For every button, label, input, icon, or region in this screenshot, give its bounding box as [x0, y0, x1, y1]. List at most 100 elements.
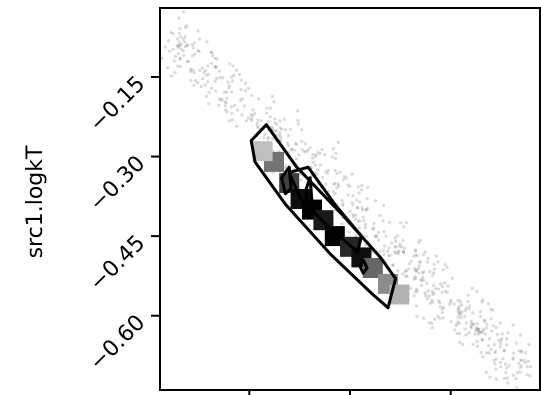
- contour-inner-2: [304, 176, 314, 206]
- sample-point: [415, 254, 419, 258]
- sample-point: [172, 59, 176, 63]
- sample-point: [404, 221, 409, 225]
- sample-point: [364, 208, 368, 212]
- sample-point: [469, 325, 473, 329]
- sample-point: [363, 243, 368, 247]
- sample-point: [189, 69, 193, 73]
- sample-point: [390, 241, 394, 245]
- sample-point: [186, 60, 190, 64]
- sample-point: [249, 112, 253, 117]
- sample-point: [228, 62, 232, 66]
- sample-point: [440, 307, 444, 311]
- sample-point: [185, 44, 189, 48]
- sample-point: [445, 265, 449, 269]
- sample-point: [238, 98, 242, 103]
- sample-point: [396, 252, 400, 256]
- sample-point: [517, 349, 521, 353]
- sample-point: [238, 72, 242, 77]
- sample-point: [474, 328, 478, 333]
- sample-point: [257, 97, 261, 101]
- sample-point: [282, 117, 286, 121]
- sample-point: [455, 322, 459, 326]
- sample-point: [491, 308, 495, 312]
- sample-point: [163, 45, 167, 49]
- sample-point: [256, 126, 260, 130]
- sample-point: [175, 44, 179, 48]
- sample-point: [525, 373, 529, 377]
- sample-point: [283, 128, 288, 132]
- sample-point: [433, 317, 437, 321]
- sample-point: [501, 357, 505, 361]
- sample-point: [267, 135, 271, 140]
- sample-point: [498, 321, 502, 325]
- sample-point: [514, 341, 518, 345]
- sample-point: [285, 141, 289, 145]
- sample-point: [525, 365, 529, 369]
- sample-point: [350, 201, 354, 205]
- sample-point: [357, 191, 361, 195]
- sample-point: [397, 249, 401, 253]
- sample-point: [463, 314, 467, 319]
- sample-point: [217, 69, 222, 73]
- sample-point: [489, 329, 494, 333]
- sample-point: [278, 131, 282, 135]
- sample-point: [449, 298, 453, 302]
- sample-point: [177, 44, 181, 48]
- sample-point: [502, 349, 506, 353]
- sample-point: [449, 300, 453, 304]
- sample-point: [342, 177, 346, 182]
- sample-point: [318, 152, 322, 156]
- histogram-cell: [389, 284, 410, 305]
- sample-point: [502, 376, 507, 380]
- sample-point: [193, 41, 197, 45]
- sample-point: [393, 250, 397, 254]
- sample-point: [430, 326, 434, 330]
- sample-point: [481, 329, 485, 333]
- sample-point: [436, 314, 440, 318]
- sample-point: [313, 155, 317, 159]
- sample-point: [333, 156, 338, 160]
- sample-point: [178, 40, 182, 45]
- sample-point: [221, 76, 225, 80]
- sample-point: [520, 364, 524, 368]
- sample-point: [388, 253, 392, 257]
- sample-point: [273, 121, 277, 125]
- sample-point: [296, 118, 300, 123]
- sample-point: [431, 300, 435, 304]
- sample-point: [527, 343, 531, 347]
- sample-point: [230, 111, 234, 116]
- sample-point: [434, 287, 438, 291]
- sample-point: [249, 119, 253, 123]
- sample-point: [419, 283, 424, 288]
- sample-point: [209, 61, 214, 65]
- sample-point: [189, 78, 193, 83]
- sample-point: [167, 49, 172, 53]
- sample-point: [459, 316, 463, 320]
- sample-point: [404, 269, 408, 273]
- sample-point: [351, 203, 355, 207]
- sample-point: [517, 361, 521, 365]
- sample-point: [438, 316, 442, 320]
- sample-point: [475, 290, 479, 294]
- sample-point: [263, 132, 267, 137]
- sample-point: [487, 344, 491, 348]
- sample-point: [528, 374, 532, 378]
- sample-point: [489, 347, 493, 351]
- sample-point: [348, 209, 352, 213]
- sample-point: [401, 250, 405, 254]
- sample-point: [183, 40, 187, 44]
- sample-point: [365, 197, 369, 201]
- sample-point: [361, 208, 365, 212]
- sample-point: [183, 45, 187, 49]
- sample-point: [463, 327, 467, 331]
- sample-point: [478, 310, 482, 314]
- sample-point: [492, 359, 496, 363]
- sample-point: [374, 199, 378, 203]
- histogram-cell: [324, 226, 345, 247]
- sample-point: [203, 83, 207, 87]
- sample-point: [346, 193, 350, 197]
- sample-point: [483, 332, 487, 336]
- sample-point: [331, 189, 335, 193]
- sample-point: [413, 267, 417, 271]
- sample-point: [414, 249, 418, 253]
